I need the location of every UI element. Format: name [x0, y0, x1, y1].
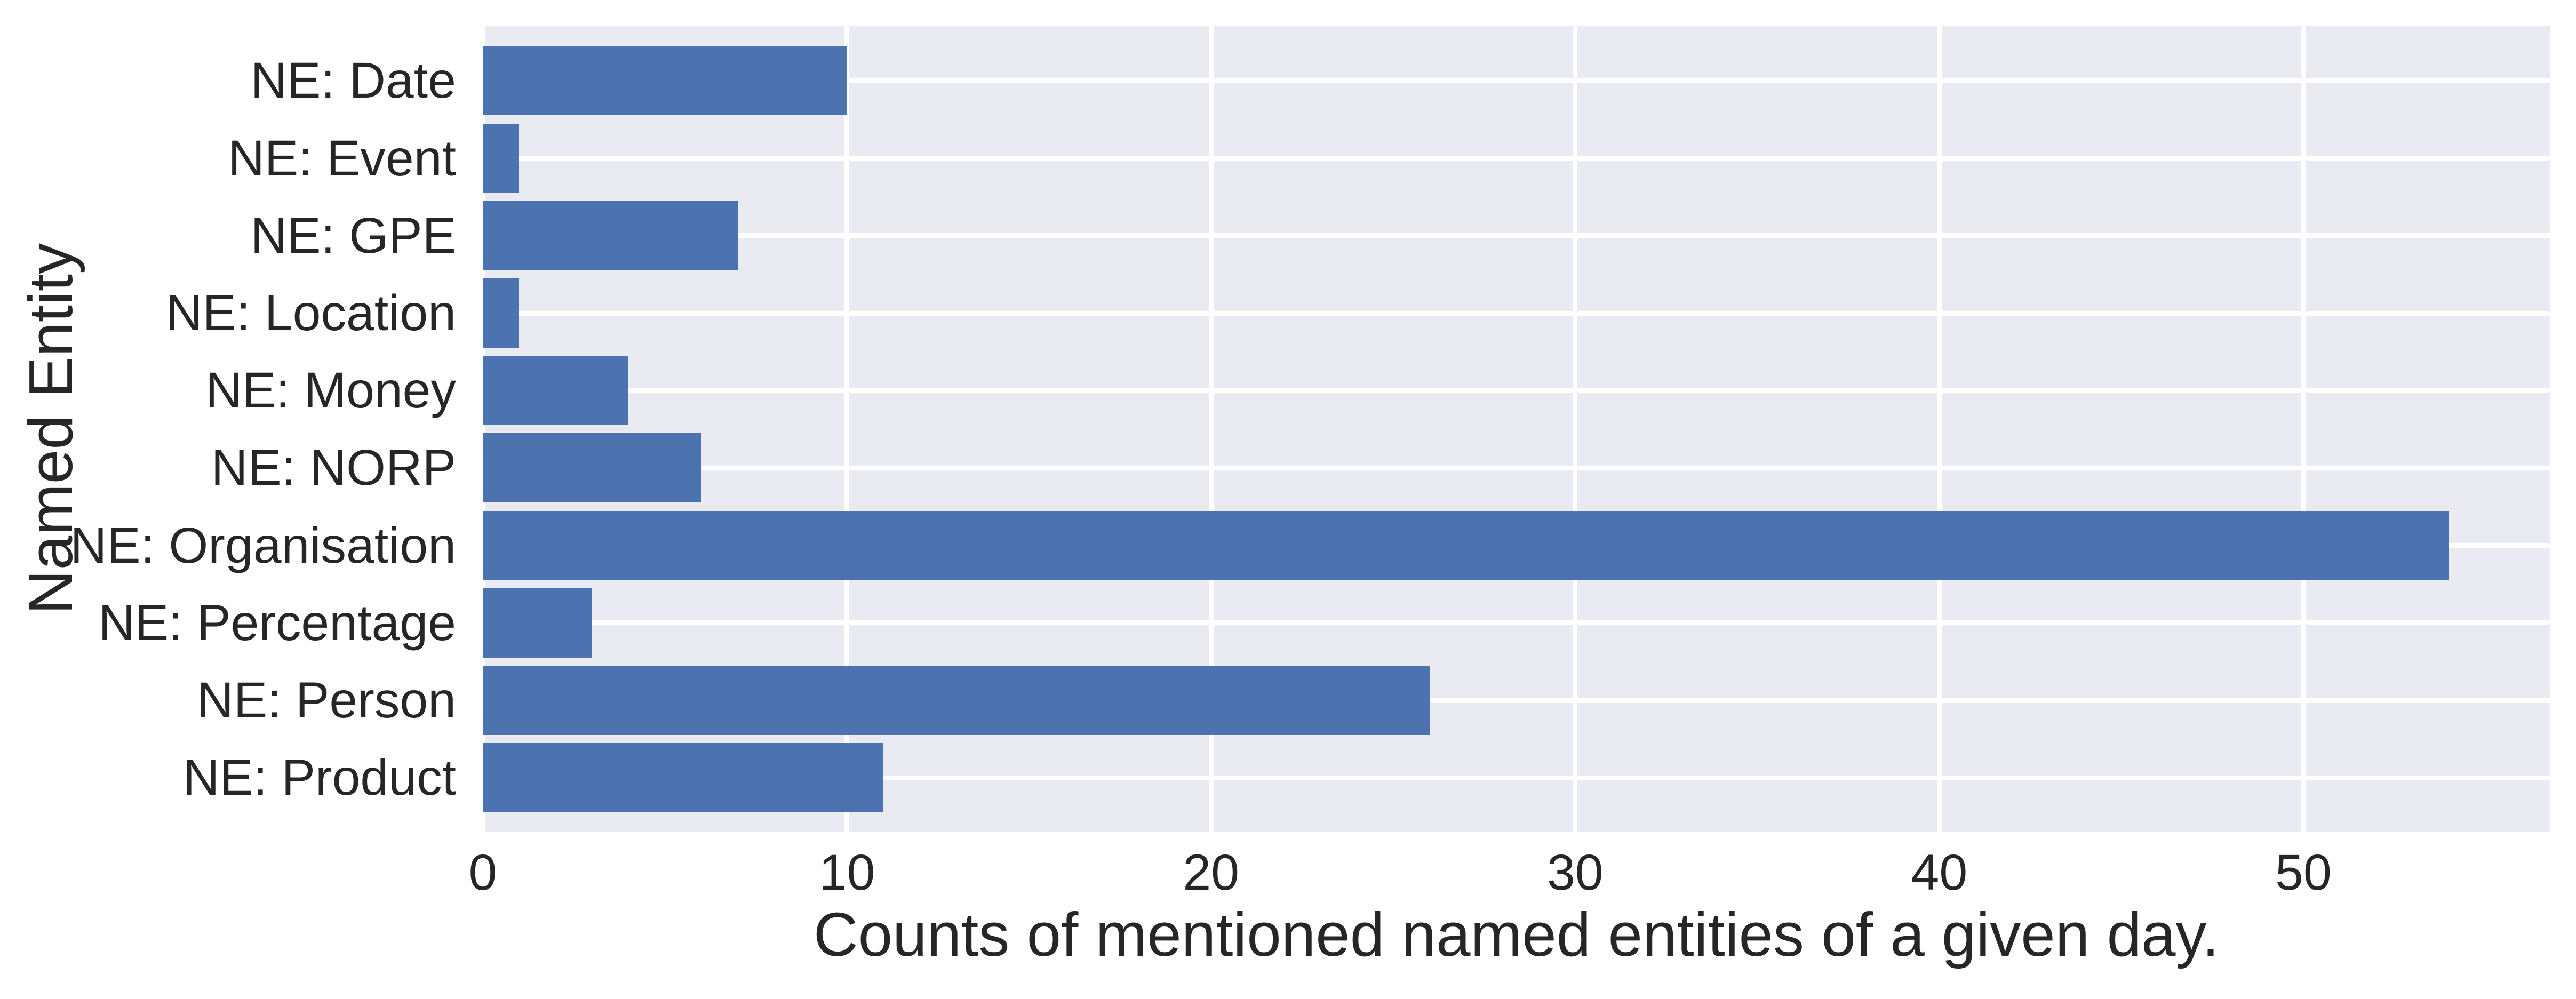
horizontal-gridline [483, 310, 2550, 316]
x-tick-label: 30 [1546, 844, 1604, 901]
category-label: NE: Event [228, 130, 456, 187]
horizontal-gridline [483, 233, 2550, 238]
category-label: NE: Date [250, 52, 456, 109]
bar-ne-date [483, 46, 847, 116]
x-tick-label: 20 [1183, 844, 1240, 901]
x-tick-label: 50 [2275, 844, 2332, 901]
bar-ne-norp [483, 433, 701, 503]
vertical-gridline [2301, 26, 2306, 832]
y-axis-title: Named Entity [16, 243, 85, 615]
bar-ne-event [483, 123, 520, 193]
vertical-gridline [1573, 26, 1578, 832]
bar-ne-location [483, 278, 520, 348]
horizontal-gridline [483, 388, 2550, 393]
vertical-gridline [1208, 26, 1214, 832]
x-tick-label: 0 [468, 844, 497, 901]
bar-ne-organisation [483, 510, 2450, 580]
category-label: NE: Money [205, 362, 456, 419]
bar-ne-gpe [483, 201, 738, 270]
plot-area [483, 26, 2550, 832]
horizontal-gridline [483, 775, 2550, 780]
horizontal-gridline [483, 78, 2550, 83]
vertical-gridline [483, 26, 485, 832]
x-tick-label: 40 [1911, 844, 1968, 901]
bar-ne-product [483, 743, 883, 813]
category-label: NE: Location [166, 285, 456, 341]
x-tick-label: 10 [818, 844, 875, 901]
horizontal-gridline [483, 698, 2550, 703]
category-label: NE: NORP [211, 439, 456, 497]
category-label: NE: Person [197, 672, 456, 729]
category-label: NE: Organisation [70, 517, 456, 574]
bar-ne-percentage [483, 588, 592, 658]
category-label: NE: GPE [250, 207, 456, 264]
vertical-gridline [844, 26, 850, 832]
bar-ne-money [483, 356, 629, 426]
horizontal-gridline [483, 156, 2550, 161]
category-label: NE: Percentage [98, 594, 456, 651]
horizontal-gridline [483, 620, 2550, 626]
category-label: NE: Product [182, 749, 456, 806]
x-axis-title: Counts of mentioned named entities of a … [813, 900, 2220, 969]
horizontal-gridline [483, 465, 2550, 470]
bar-ne-person [483, 666, 1430, 735]
vertical-gridline [1936, 26, 1942, 832]
